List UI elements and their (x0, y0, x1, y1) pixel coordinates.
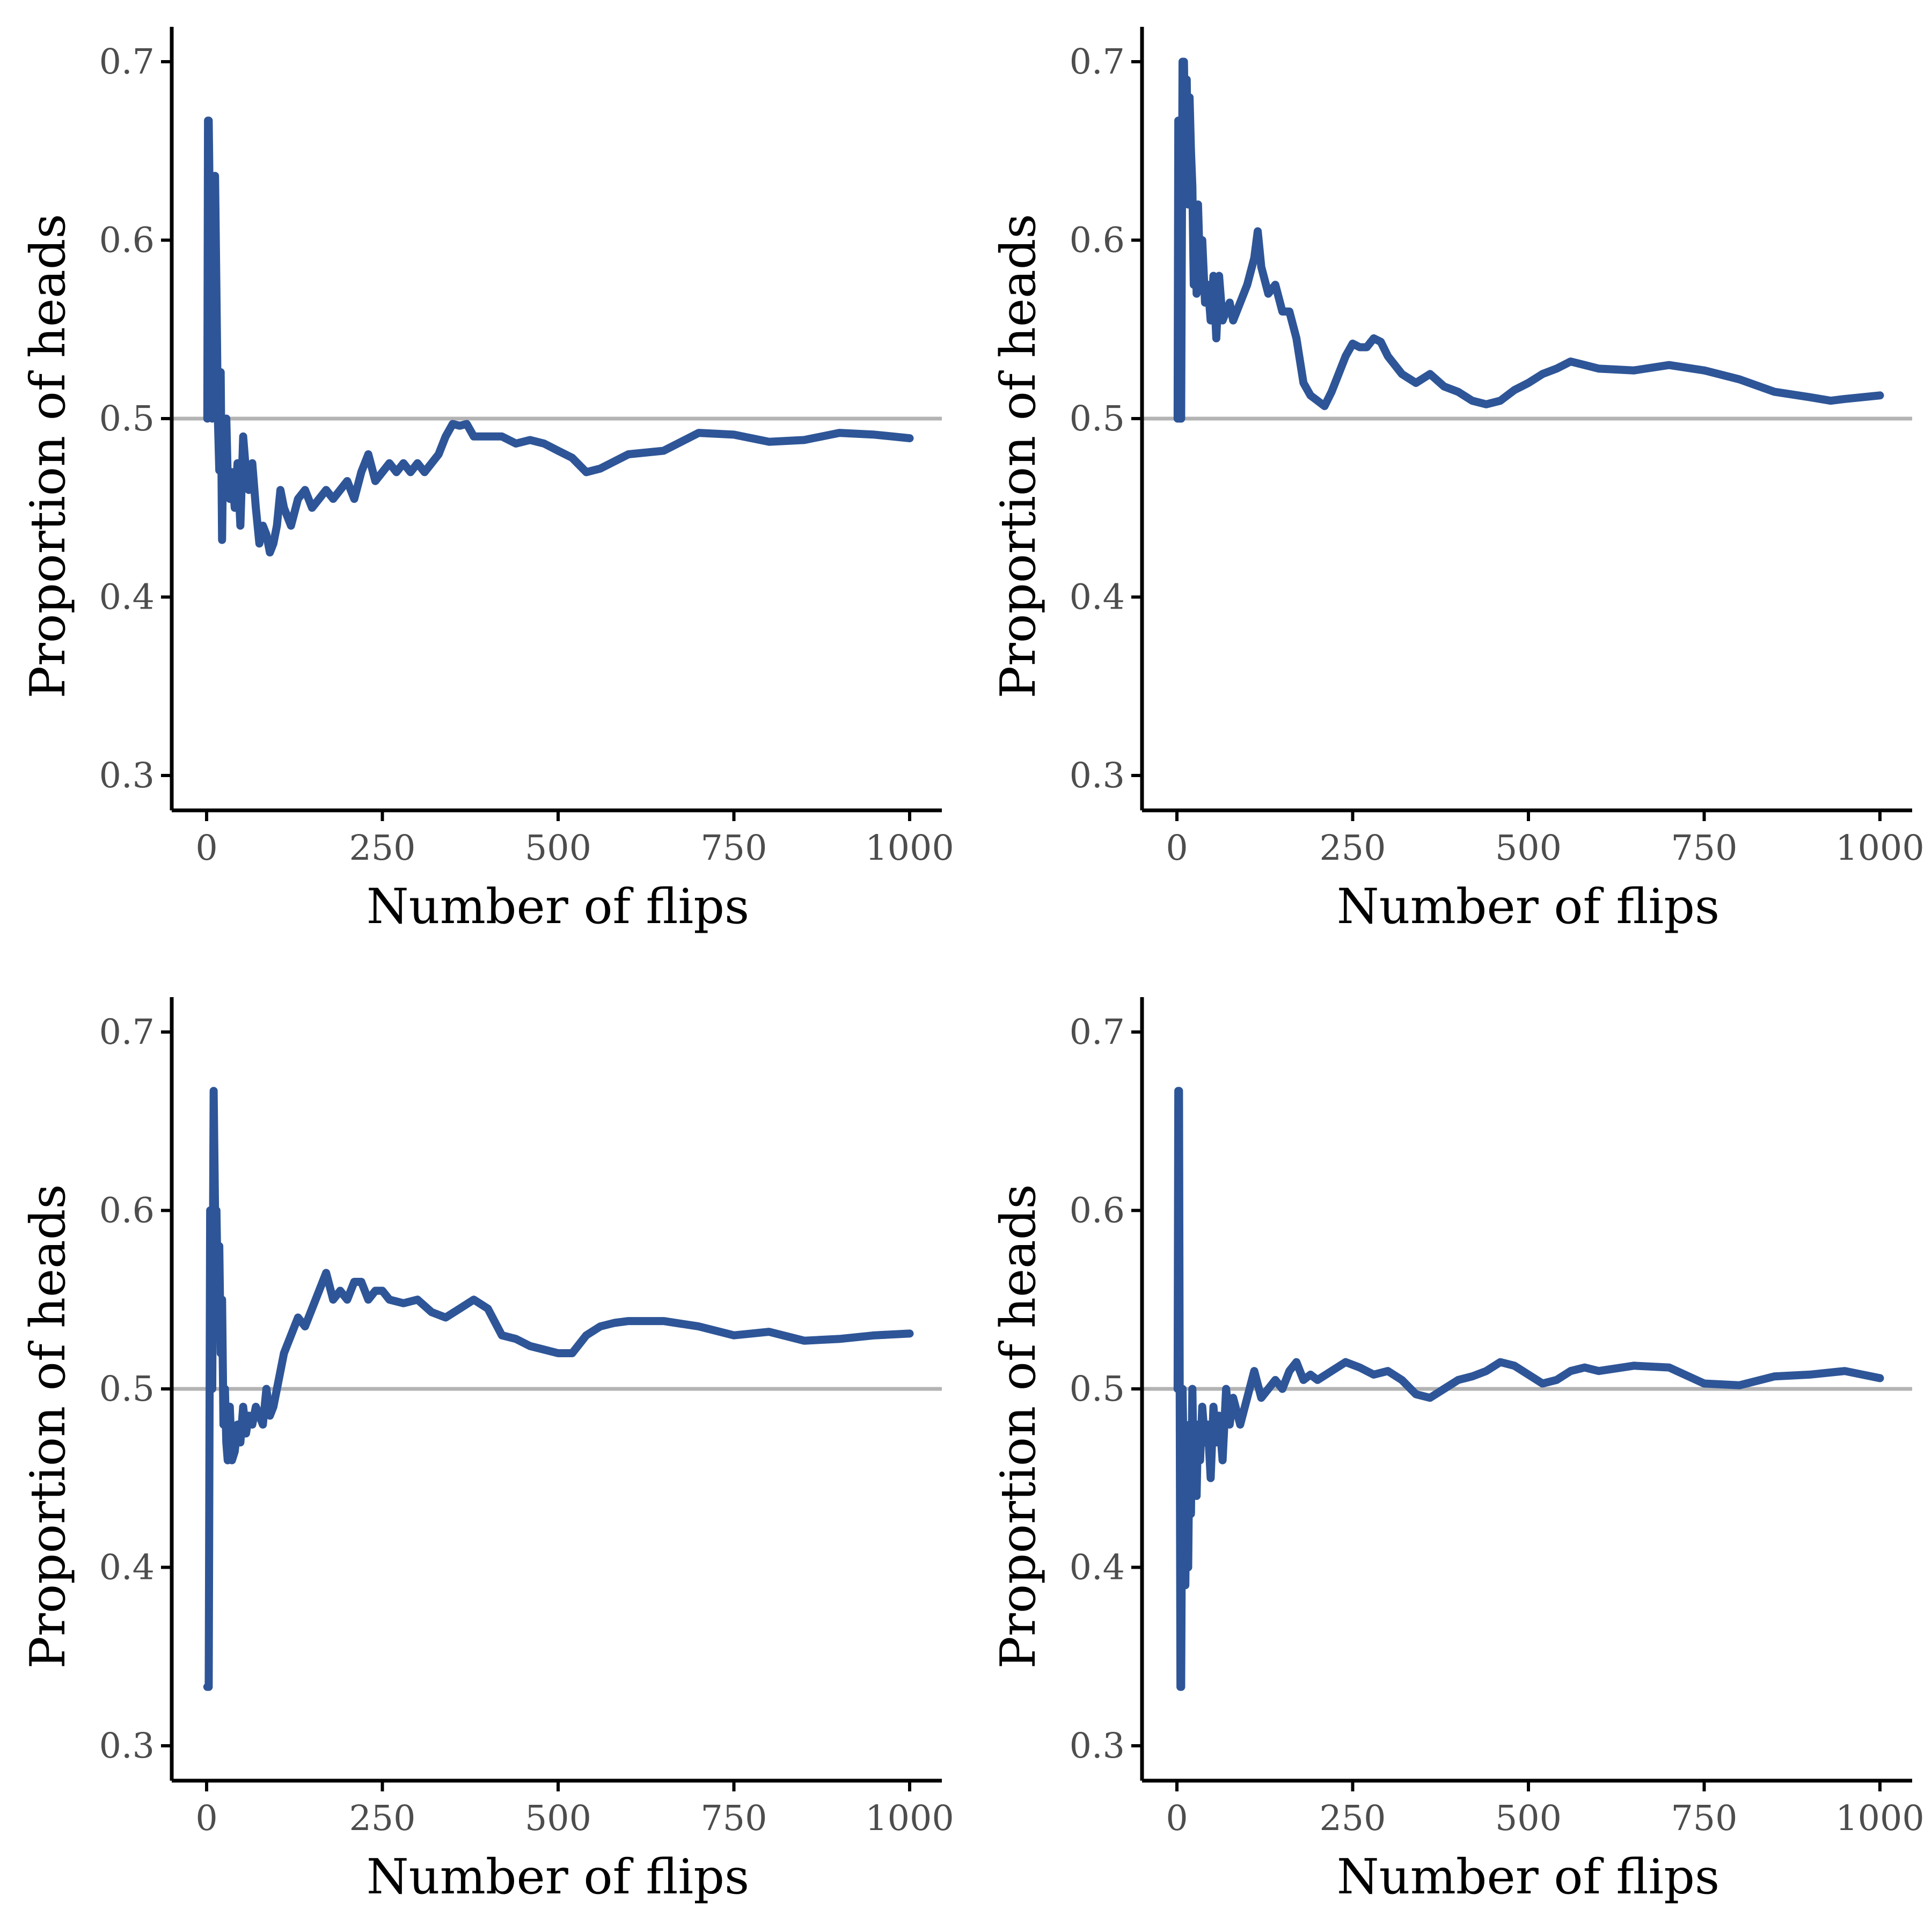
y-tick-label: 0.6 (1070, 221, 1125, 261)
x-tick-label: 500 (1495, 828, 1562, 868)
y-axis-title: Proportion of heads (20, 1184, 76, 1668)
y-tick-label: 0.5 (1070, 1369, 1125, 1409)
y-tick-label: 0.6 (99, 1191, 155, 1231)
y-tick-label: 0.4 (1070, 1548, 1125, 1588)
x-tick-label: 500 (1495, 1798, 1562, 1839)
y-tick-label: 0.5 (99, 1369, 155, 1409)
y-tick-label: 0.3 (99, 1726, 155, 1766)
y-tick-label: 0.6 (1070, 1191, 1125, 1231)
y-tick-label: 0.4 (1070, 577, 1125, 618)
x-axis-title: Number of flips (367, 1849, 749, 1905)
x-tick-label: 750 (1671, 1798, 1737, 1839)
series-line (203, 116, 914, 557)
x-axis-title: Number of flips (367, 879, 749, 935)
series-line (203, 1087, 914, 1691)
y-tick-label: 0.4 (99, 1548, 155, 1588)
y-tick-label: 0.5 (1070, 399, 1125, 439)
x-tick-label: 500 (525, 828, 591, 868)
y-tick-label: 0.7 (1070, 42, 1125, 82)
x-tick-label: 1000 (1835, 1798, 1924, 1839)
x-tick-label: 1000 (865, 828, 954, 868)
chart-panel-4: 0.3 0.4 0.5 0.6 0.7 0 250 500 750 1000 Number of f… (990, 997, 1924, 1905)
y-tick-label: 0.5 (99, 399, 155, 439)
y-tick-label: 0.3 (1070, 1726, 1125, 1766)
x-tick-label: 250 (1319, 828, 1386, 868)
chart-panel-1: 0.3 0.4 0.5 0.6 0.7 0 250 500 750 1000 Number of f… (20, 27, 954, 935)
x-tick-label: 0 (195, 828, 217, 868)
x-axis-title: Number of flips (1337, 879, 1719, 935)
x-tick-label: 750 (700, 1798, 767, 1839)
chart-panel-2: 0.3 0.4 0.5 0.6 0.7 0 250 500 750 1000 Number of f… (990, 27, 1924, 935)
y-tick-label: 0.7 (99, 42, 155, 82)
x-tick-label: 0 (1166, 828, 1188, 868)
x-tick-label: 750 (1671, 828, 1737, 868)
x-tick-label: 250 (1319, 1798, 1386, 1839)
y-tick-label: 0.7 (1070, 1012, 1125, 1052)
y-tick-label: 0.3 (1070, 756, 1125, 796)
y-tick-label: 0.7 (99, 1012, 155, 1052)
y-tick-label: 0.4 (99, 577, 155, 618)
x-tick-label: 250 (349, 1798, 415, 1839)
x-tick-label: 250 (349, 828, 415, 868)
y-tick-label: 0.3 (99, 756, 155, 796)
series-line (1173, 57, 1884, 423)
y-tick-label: 0.6 (99, 221, 155, 261)
y-axis-title: Proportion of heads (20, 214, 76, 698)
x-tick-label: 500 (525, 1798, 591, 1839)
y-axis-title: Proportion of heads (990, 214, 1046, 698)
x-tick-label: 0 (195, 1798, 217, 1839)
x-tick-label: 0 (1166, 1798, 1188, 1839)
series-line (1173, 1087, 1884, 1691)
chart-panel-3: 0.3 0.4 0.5 0.6 0.7 0 250 500 750 1000 Number of f… (20, 997, 954, 1905)
y-axis-title: Proportion of heads (990, 1184, 1046, 1668)
x-axis-title: Number of flips (1337, 1849, 1719, 1905)
x-tick-label: 750 (700, 828, 767, 868)
x-tick-label: 1000 (1835, 828, 1924, 868)
x-tick-label: 1000 (865, 1798, 954, 1839)
